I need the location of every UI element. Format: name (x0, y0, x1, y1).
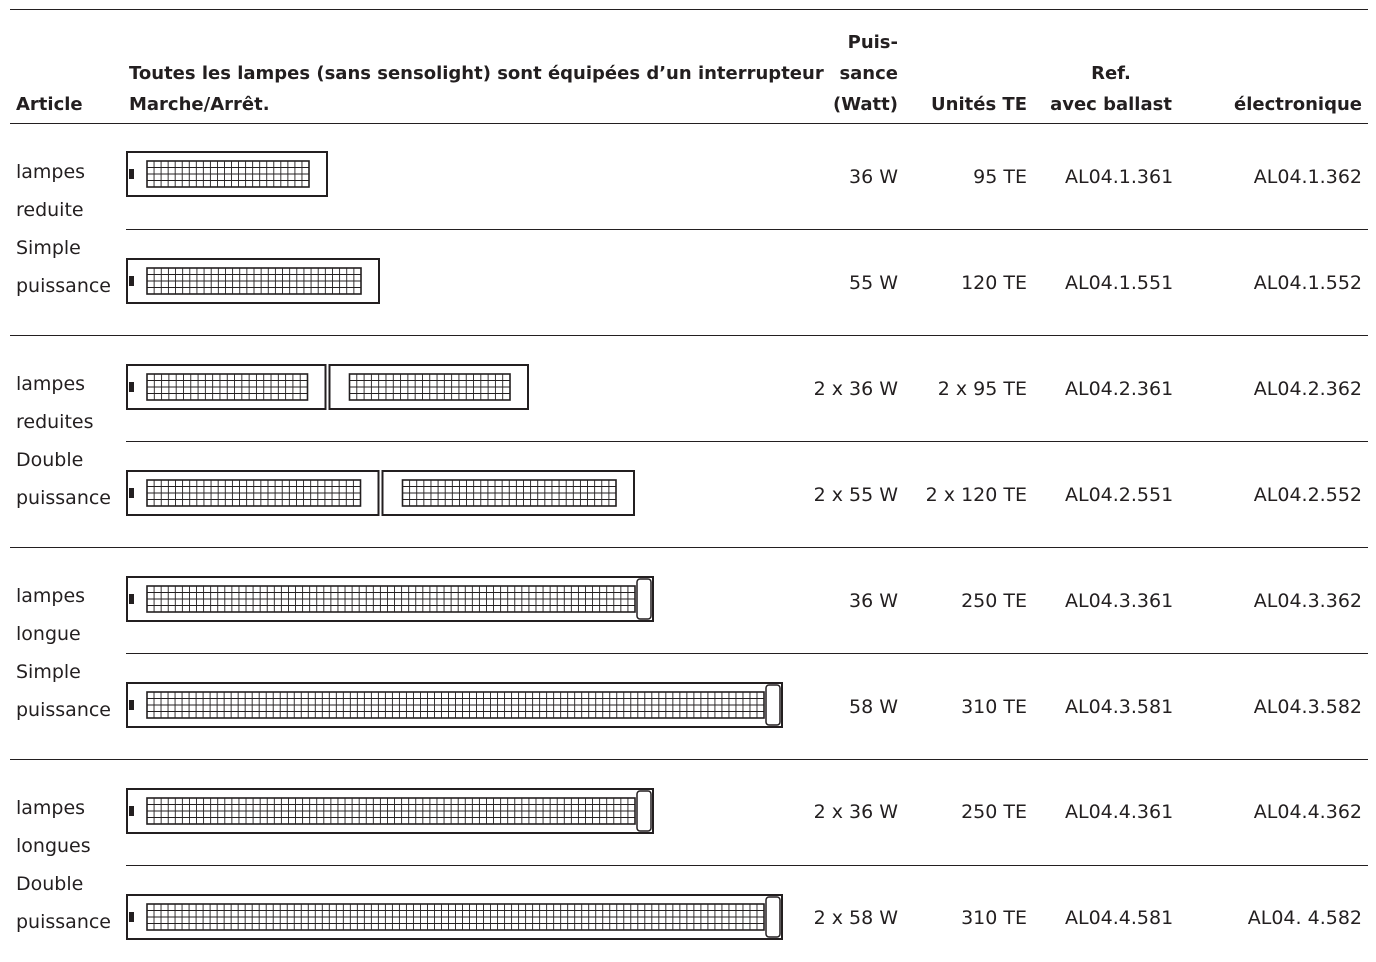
header-ref-line2: avec ballast (1050, 94, 1172, 115)
extra-long-lamp-icon (126, 894, 783, 940)
group-label-line: lampes (16, 585, 86, 607)
group-label-line: Simple (16, 661, 81, 683)
units-cell: 2 x 95 TE (937, 378, 1027, 400)
short-double-lamp-icon (126, 364, 529, 410)
header-power-line3: (Watt) (832, 94, 898, 115)
power-cell: 55 W (848, 272, 898, 294)
header-ref-line1: Ref. (1091, 63, 1131, 84)
group-label-line: reduites (16, 411, 94, 433)
row-separator (126, 229, 1368, 230)
ref-ballast-cell: AL04.3.581 (1065, 696, 1174, 718)
ref-electronic-cell: AL04. 4.582 (1247, 907, 1362, 929)
table-top-rule (10, 9, 1368, 10)
ref-ballast-cell: AL04.2.361 (1065, 378, 1174, 400)
group-separator (10, 759, 1368, 760)
extra-long-lamp-icon (126, 682, 783, 728)
group-label-line: puissance (16, 275, 111, 297)
header-power-line1: Puis- (847, 32, 898, 53)
ref-electronic-cell: AL04.3.362 (1253, 590, 1362, 612)
power-cell: 58 W (848, 696, 898, 718)
header-electronic: électronique (1234, 94, 1362, 115)
group-label-line: lampes (16, 161, 86, 183)
power-cell: 2 x 36 W (813, 378, 898, 400)
units-cell: 2 x 120 TE (925, 484, 1027, 506)
ref-ballast-cell: AL04.3.361 (1065, 590, 1174, 612)
units-cell: 310 TE (961, 696, 1027, 718)
power-cell: 2 x 58 W (813, 907, 898, 929)
ref-ballast-cell: AL04.4.581 (1065, 907, 1174, 929)
medium-single-lamp-icon (126, 258, 380, 304)
ref-electronic-cell: AL04.1.362 (1253, 166, 1362, 188)
group-separator (10, 547, 1368, 548)
units-cell: 310 TE (961, 907, 1027, 929)
header-description-line2: Marche/Arrêt. (129, 94, 270, 115)
units-cell: 95 TE (973, 166, 1027, 188)
group-label-line: lampes (16, 373, 86, 395)
ref-electronic-cell: AL04.2.362 (1253, 378, 1362, 400)
group-label-line: puissance (16, 911, 111, 933)
header-description-line1: Toutes les lampes (sans sensolight) sont… (129, 63, 824, 84)
power-cell: 36 W (848, 166, 898, 188)
row-separator (126, 653, 1368, 654)
power-cell: 2 x 55 W (813, 484, 898, 506)
group-label-line: reduite (16, 199, 84, 221)
short-single-lamp-icon (126, 151, 328, 197)
ref-ballast-cell: AL04.2.551 (1065, 484, 1174, 506)
long-lamp-icon (126, 788, 654, 834)
ref-ballast-cell: AL04.1.551 (1065, 272, 1174, 294)
header-units: Unités TE (931, 94, 1027, 115)
ref-electronic-cell: AL04.3.582 (1253, 696, 1362, 718)
medium-double-lamp-icon (126, 470, 635, 516)
power-cell: 2 x 36 W (813, 801, 898, 823)
ref-ballast-cell: AL04.4.361 (1065, 801, 1174, 823)
units-cell: 250 TE (961, 590, 1027, 612)
group-label-line: longue (16, 623, 81, 645)
group-label-line: Double (16, 449, 84, 471)
header-article: Article (16, 94, 83, 115)
ref-electronic-cell: AL04.1.552 (1253, 272, 1362, 294)
header-bottom-rule (10, 123, 1368, 124)
long-lamp-icon (126, 576, 654, 622)
units-cell: 120 TE (961, 272, 1027, 294)
group-label-line: Simple (16, 237, 81, 259)
group-label-line: lampes (16, 797, 86, 819)
ref-electronic-cell: AL04.2.552 (1253, 484, 1362, 506)
group-label-line: puissance (16, 699, 111, 721)
ref-electronic-cell: AL04.4.362 (1253, 801, 1362, 823)
group-label-line: puissance (16, 487, 111, 509)
power-cell: 36 W (848, 590, 898, 612)
row-separator (126, 441, 1368, 442)
row-separator (126, 865, 1368, 866)
header-power-line2: sance (839, 63, 898, 84)
group-label-line: longues (16, 835, 91, 857)
group-label-line: Double (16, 873, 84, 895)
ref-ballast-cell: AL04.1.361 (1065, 166, 1174, 188)
units-cell: 250 TE (961, 801, 1027, 823)
group-separator (10, 335, 1368, 336)
